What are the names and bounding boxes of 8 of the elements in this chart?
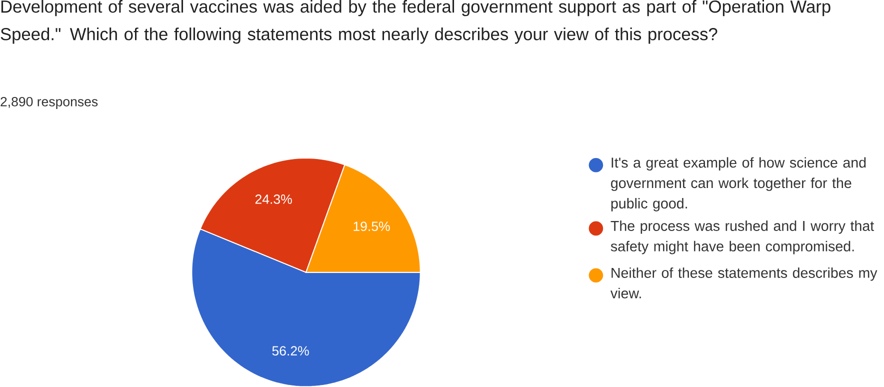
chart-title: Development of several vaccines was aided by the federal government support as part of "Operation Warp Speed." Which of the following statements most nearly describes your view of this process?: [0, 0, 830, 44]
data-label: 24.3%: [255, 194, 292, 204]
legend-label: It's a great example of how science and government can work together for the public good.: [611, 157, 866, 212]
legend-label: The process was rushed and I worry that safety might have been compromised.: [610, 220, 874, 254]
legend-label: Neither of these statements describes my view.: [610, 267, 878, 298]
data-label: 19.5%: [354, 222, 390, 231]
data-label: 56.2%: [272, 346, 309, 356]
text: 2,890 responses: [0, 96, 98, 109]
